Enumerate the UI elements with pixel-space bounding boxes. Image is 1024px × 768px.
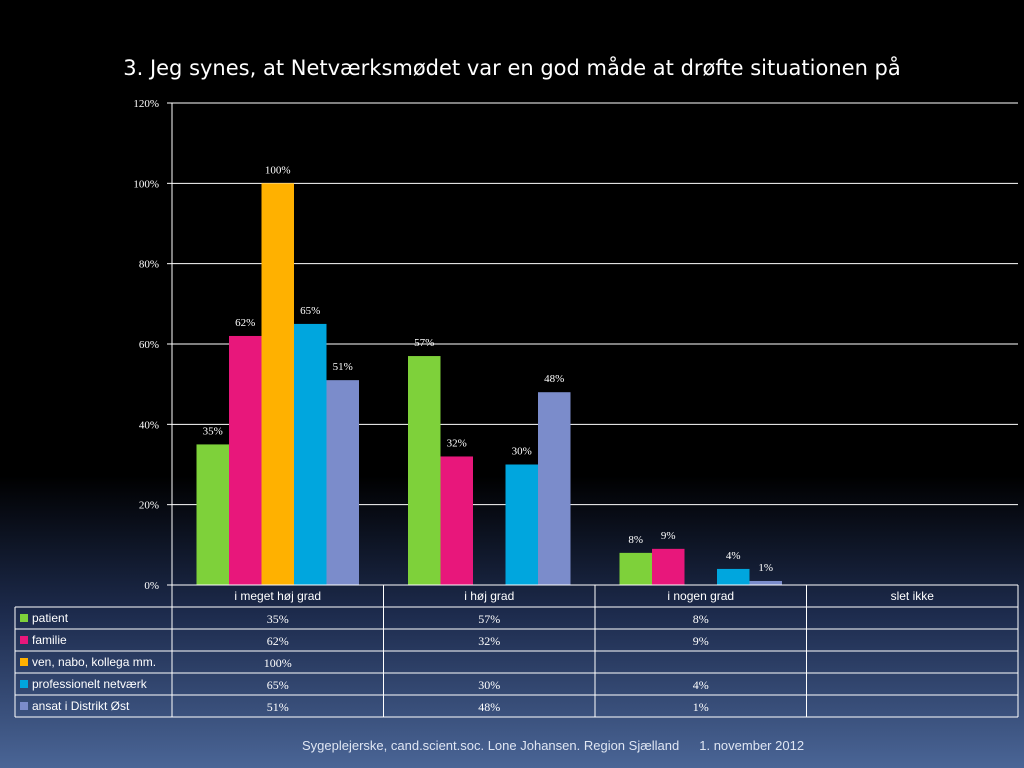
data-label: 8%	[628, 534, 643, 546]
data-label: 35%	[203, 425, 223, 437]
category-label: i meget høj grad	[234, 589, 321, 603]
bar	[440, 456, 473, 585]
y-tick-label: 40%	[139, 419, 159, 431]
bar	[229, 335, 262, 585]
table-cell: 32%	[478, 634, 500, 648]
data-label: 100%	[265, 164, 291, 176]
bar	[619, 552, 652, 585]
chart-title: 3. Jeg synes, at Netværksmødet var en go…	[123, 56, 901, 80]
table-cell: 57%	[478, 612, 500, 626]
data-label: 1%	[758, 562, 773, 574]
bar	[261, 183, 294, 586]
legend-label: ven, nabo, kollega mm.	[32, 655, 156, 669]
category-label: i høj grad	[464, 589, 514, 603]
legend-swatch	[20, 680, 28, 688]
table-cell: 9%	[693, 634, 709, 648]
data-label: 48%	[544, 373, 564, 385]
table-cell: 4%	[693, 678, 709, 692]
legend-swatch	[20, 636, 28, 644]
legend-label: professionelt netværk	[32, 677, 148, 691]
table-cell: 48%	[478, 700, 500, 714]
table-cell: 1%	[693, 700, 709, 714]
footer-author: Sygeplejerske, cand.scient.soc. Lone Joh…	[302, 738, 680, 753]
data-label: 4%	[726, 550, 741, 562]
table-cell: 51%	[267, 700, 289, 714]
legend-swatch	[20, 614, 28, 622]
bar	[294, 323, 327, 585]
y-tick-label: 80%	[139, 259, 159, 271]
bar	[326, 380, 359, 585]
legend-label: ansat i Distrikt Øst	[32, 699, 130, 713]
data-label: 30%	[512, 446, 532, 458]
bar	[505, 464, 538, 585]
table-cell: 8%	[693, 612, 709, 626]
y-tick-label: 100%	[133, 178, 159, 190]
table-cell: 35%	[267, 612, 289, 626]
table-cell: 30%	[478, 678, 500, 692]
data-label: 62%	[235, 317, 255, 329]
legend-label: familie	[32, 633, 67, 647]
y-tick-label: 60%	[139, 339, 159, 351]
bar	[749, 580, 782, 585]
category-label: slet ikke	[891, 589, 935, 603]
bar	[717, 568, 750, 585]
data-label: 51%	[333, 361, 353, 373]
data-label: 32%	[447, 437, 467, 449]
data-label: 65%	[300, 305, 320, 317]
footer: Sygeplejerske, cand.scient.soc. Lone Joh…	[302, 738, 804, 753]
data-label: 9%	[661, 530, 676, 542]
legend-label: patient	[32, 611, 69, 625]
bar	[196, 444, 229, 585]
table-cell: 62%	[267, 634, 289, 648]
table-cell: 65%	[267, 678, 289, 692]
footer-date: 1. november 2012	[699, 738, 805, 753]
data-label: 57%	[414, 337, 434, 349]
category-label: i nogen grad	[667, 589, 734, 603]
legend-swatch	[20, 702, 28, 710]
bar	[408, 356, 441, 585]
bar	[538, 392, 571, 585]
y-tick-label: 20%	[139, 500, 159, 512]
bar	[652, 548, 685, 585]
table-cell: 100%	[264, 656, 292, 670]
y-tick-label: 120%	[133, 98, 159, 110]
y-tick-label: 0%	[144, 580, 159, 592]
legend-swatch	[20, 658, 28, 666]
